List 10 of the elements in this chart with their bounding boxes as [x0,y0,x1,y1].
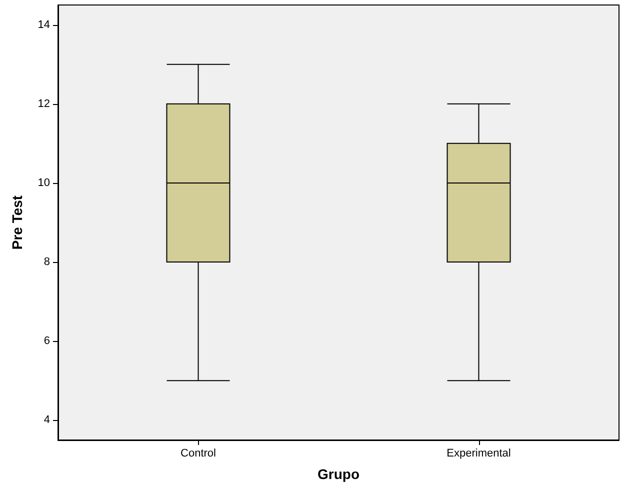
x-axis-title: Grupo [318,466,360,482]
y-tick-label: 10 [38,176,50,189]
x-tick-label: Control [180,448,216,460]
y-tick-label: 14 [38,18,50,31]
y-tick-label: 8 [44,256,50,268]
y-tick-label: 4 [44,414,50,426]
y-tick-label: 6 [44,335,50,348]
y-axis-title: Pre Test [9,195,25,250]
x-tick-label: Experimental [446,448,511,460]
y-tick-label: 12 [38,98,50,110]
